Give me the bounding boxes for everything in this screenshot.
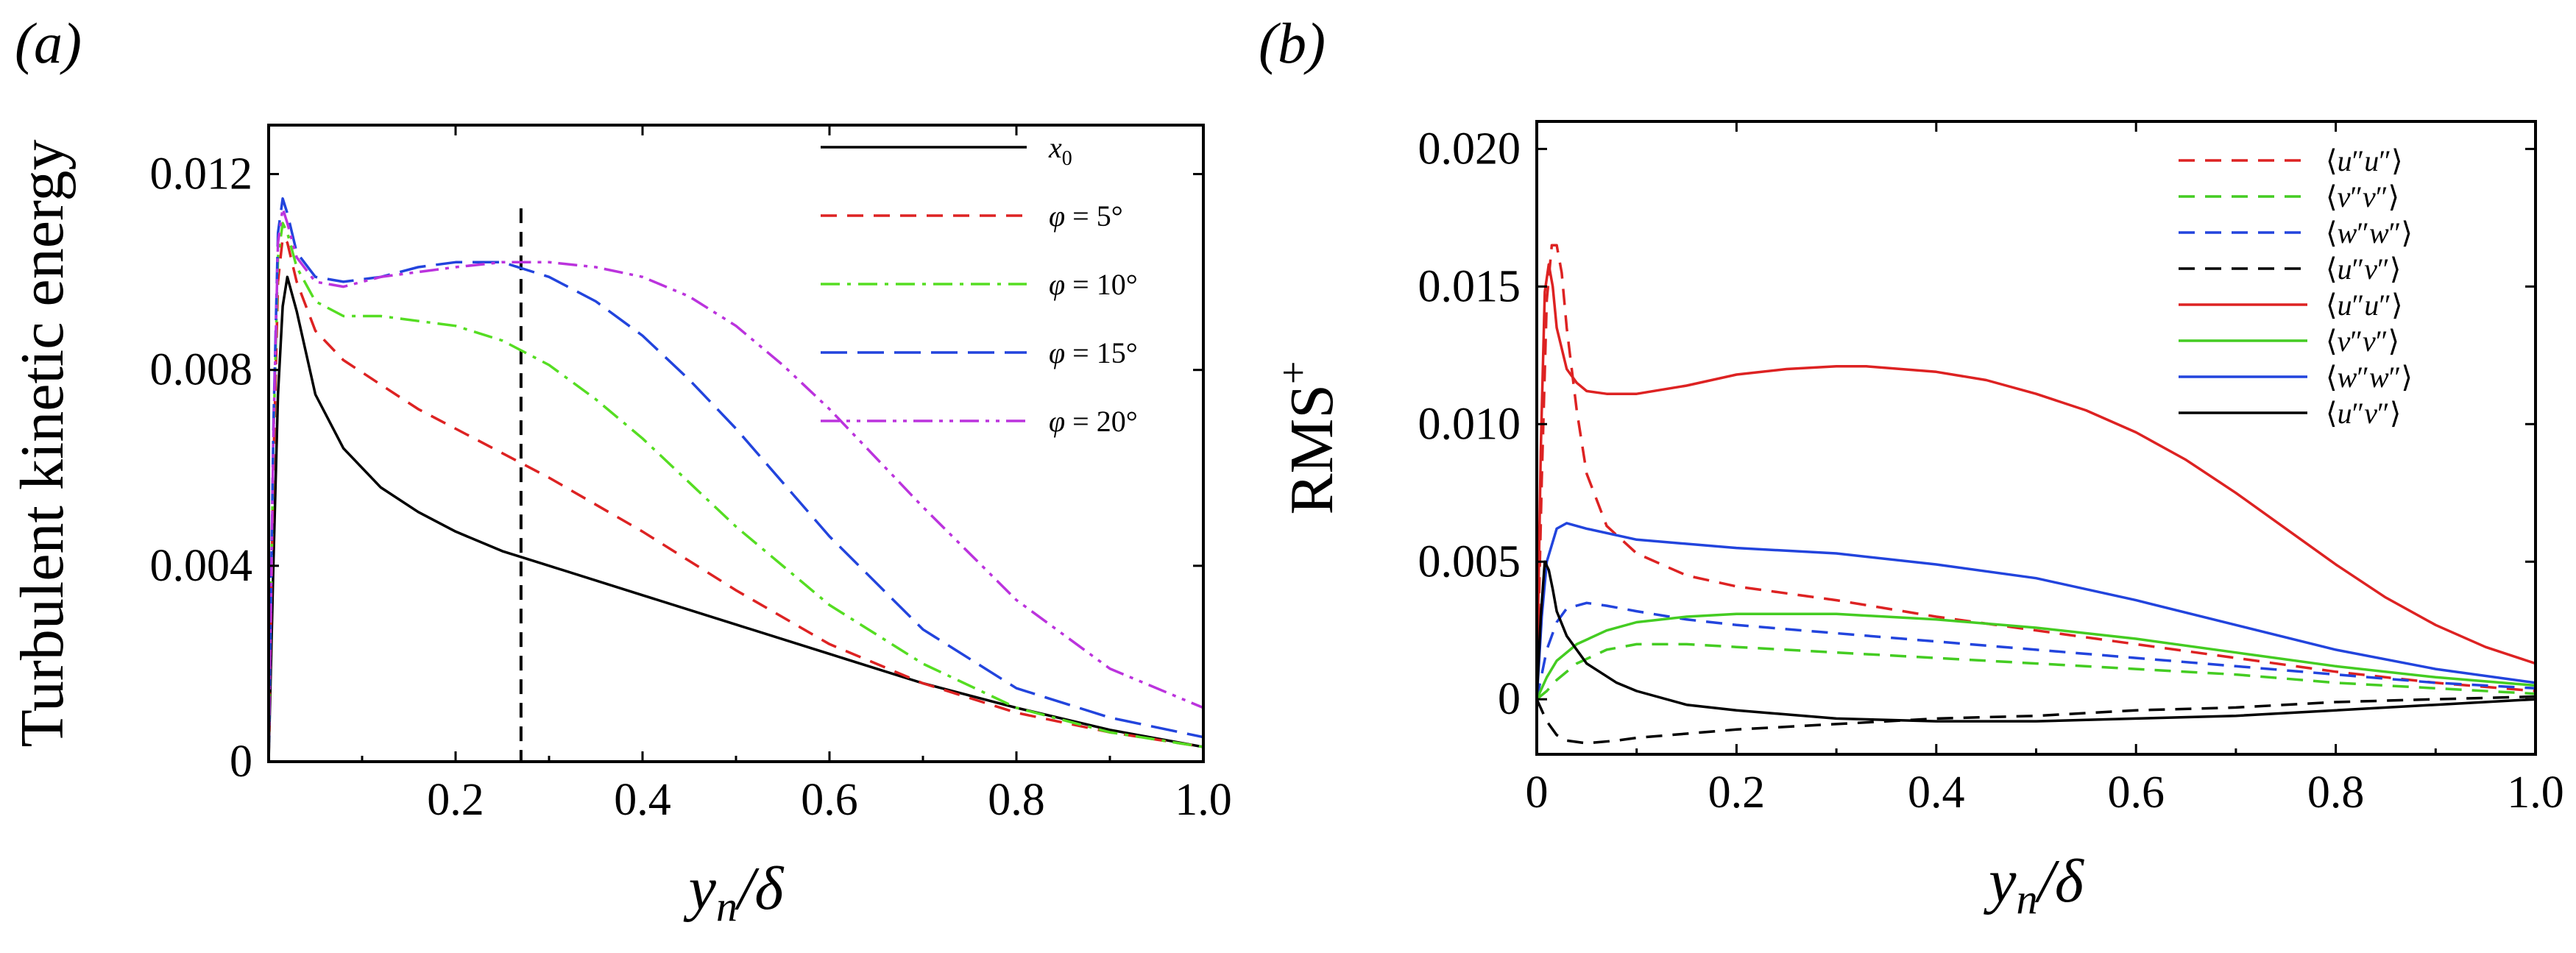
legend-label-7: ⟨u″v″⟩	[2326, 397, 2401, 430]
series-line-3	[1537, 695, 2536, 745]
legend-label-6: ⟨w″w″⟩	[2326, 361, 2413, 394]
series-line-5	[1537, 612, 2536, 700]
series-line-2	[1537, 601, 2536, 700]
y-tick-label: 0.012	[150, 149, 253, 199]
y-axis-label: RMS+	[1271, 361, 1346, 514]
y-tick-label: 0.015	[1418, 261, 1521, 311]
legend-label-1: φ = 5°	[1049, 199, 1123, 233]
x-tick-label: 0.2	[1708, 768, 1766, 818]
series-line-4	[1537, 263, 2536, 700]
legend-label-4: φ = 20°	[1049, 405, 1138, 438]
legend-label-2: ⟨w″w″⟩	[2326, 216, 2413, 249]
y-tick-label: 0	[1498, 674, 1521, 724]
legend-label-3: ⟨u″v″⟩	[2326, 252, 2401, 286]
y-axis-label: Turbulent kinetic energy	[8, 140, 77, 748]
y-tick-label: 0.004	[150, 541, 253, 591]
series-group	[269, 197, 1203, 762]
legend-label-5: ⟨v″v″⟩	[2326, 325, 2399, 358]
series-line-6	[1537, 522, 2536, 700]
x-tick-label: 0.8	[2307, 768, 2365, 818]
x-tick-label: 0.8	[988, 775, 1045, 825]
legend-label-4: ⟨u″u″⟩	[2326, 288, 2403, 322]
x-axis-label: yn/δ	[1983, 847, 2085, 923]
y-tick-label: 0.010	[1418, 399, 1521, 449]
panel-label: (b)	[1259, 11, 1326, 75]
x-tick-label: 0	[1526, 768, 1549, 818]
x-tick-label: 1.0	[1175, 775, 1232, 825]
panel-a: (a) 0.2 0.4 0.6 0.8 1.0 0 0.004 0.008 0.012 yn/δ Tu…	[8, 11, 1232, 930]
y-tick-label: 0.008	[150, 345, 253, 395]
series-line-0	[269, 275, 1203, 762]
x-tick-label: 0.4	[614, 775, 671, 825]
series-line-1	[269, 236, 1203, 762]
panel-b: (b) 0 0.2 0.4 0.6 0.8 1.0 0 0.005 0.010 0.015 0.020…	[1259, 11, 2564, 923]
y-tick-label: 0.020	[1418, 124, 1521, 174]
y-tick-label: 0	[230, 737, 252, 787]
series-line-4	[269, 207, 1203, 762]
legend-label-2: φ = 10°	[1049, 268, 1138, 301]
series-group	[1537, 244, 2536, 745]
legend: x0 φ = 5° φ = 10° φ = 15° φ = 20°	[821, 131, 1138, 438]
series-line-3	[269, 197, 1203, 762]
series-line-7	[1537, 560, 2536, 723]
legend-label-0: x0	[1048, 131, 1072, 170]
series-line-2	[269, 222, 1203, 762]
legend-label-0: ⟨u″u″⟩	[2326, 144, 2403, 177]
series-line-0	[1537, 244, 2536, 700]
x-tick-label: 0.4	[1908, 768, 1965, 818]
x-tick-label: 1.0	[2507, 768, 2564, 818]
x-tick-label: 0.6	[801, 775, 858, 825]
panel-label: (a)	[15, 11, 82, 75]
legend-label-3: φ = 15°	[1049, 336, 1138, 369]
legend: ⟨u″u″⟩⟨v″v″⟩⟨w″w″⟩⟨u″v″⟩⟨u″u″⟩⟨v″v″⟩⟨w″w…	[2179, 144, 2413, 430]
y-tick-label: 0.005	[1418, 536, 1521, 587]
legend-label-1: ⟨v″v″⟩	[2326, 180, 2399, 213]
x-tick-label: 0.2	[427, 775, 484, 825]
x-axis-label: yn/δ	[683, 854, 785, 930]
x-tick-label: 0.6	[2107, 768, 2165, 818]
series-line-1	[1537, 642, 2536, 701]
